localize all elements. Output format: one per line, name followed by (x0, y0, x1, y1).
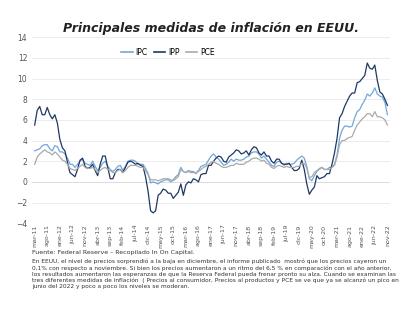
IPC (35, 148, 40, 152)
IPP (334, 137, 338, 140)
IPC (32, 149, 37, 153)
PCE (52, 150, 57, 154)
IPC (334, 153, 338, 157)
PCE (35, 155, 40, 159)
PCE (371, 110, 376, 113)
Line: IPP: IPP (34, 63, 387, 213)
PCE (32, 162, 37, 166)
IPP (364, 61, 369, 65)
PCE (148, 178, 153, 182)
IPP (32, 123, 37, 127)
PCE (155, 179, 160, 183)
IPP (384, 104, 389, 107)
IPC (371, 86, 376, 90)
IPP (148, 209, 153, 213)
PCE (334, 155, 338, 159)
IPC (384, 113, 389, 117)
Line: IPC: IPC (34, 88, 387, 184)
IPC (155, 182, 160, 186)
IPC (52, 144, 57, 148)
Line: PCE: PCE (34, 112, 387, 181)
IPC (341, 124, 346, 128)
IPP (52, 113, 57, 117)
IPP (371, 63, 376, 67)
IPP (341, 104, 346, 108)
Text: En EEUU, el nivel de precios sorprendió a la baja en diciembre, el informe publi: En EEUU, el nivel de precios sorprendió … (32, 259, 398, 289)
IPC (369, 91, 374, 95)
PCE (384, 123, 389, 127)
Text: Fuente: Federal Reserve – Recopilado In On Capital.: Fuente: Federal Reserve – Recopilado In … (32, 250, 194, 255)
IPP (35, 109, 40, 113)
PCE (341, 139, 346, 142)
IPP (150, 211, 155, 215)
IPC (148, 181, 153, 185)
Legend: IPC, IPP, PCE: IPC, IPP, PCE (118, 45, 218, 60)
Title: Principales medidas de inflación en EEUU.: Principales medidas de inflación en EEUU… (63, 22, 358, 35)
PCE (369, 115, 374, 119)
